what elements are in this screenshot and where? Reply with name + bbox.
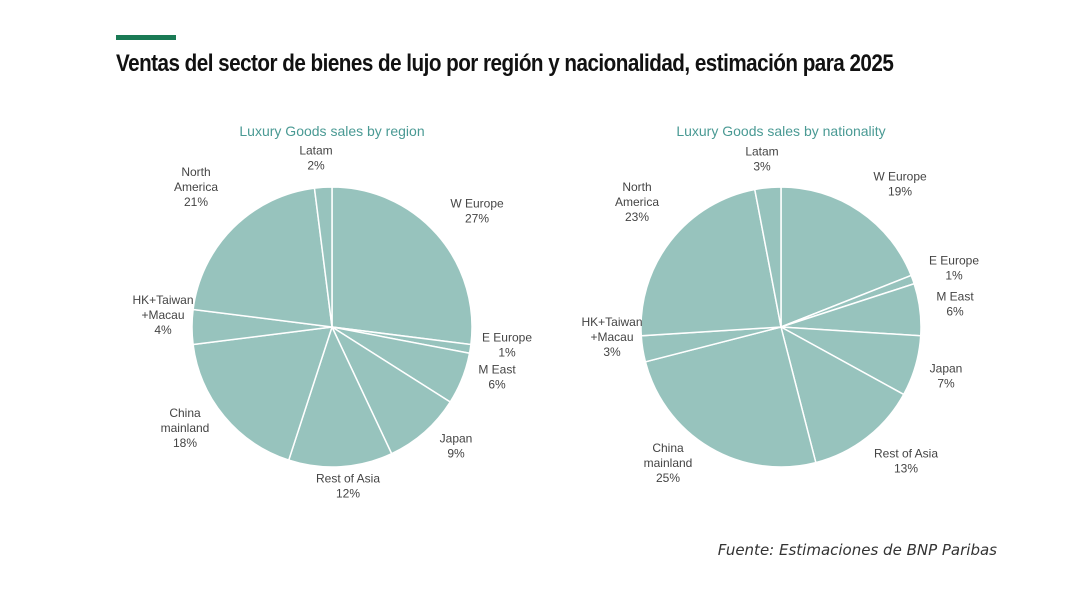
slice-label-japan: Japan 9% [440,432,473,461]
slice-label-w-europe: W Europe 19% [873,170,927,199]
pie-slice-japan [330,324,452,455]
slice-label-latam: Latam 3% [745,145,778,174]
slice-label-hk-taiwan-macau: HK+Taiwan +Macau 4% [132,293,193,337]
chart-title: Luxury Goods sales by region [239,123,424,139]
chart-title: Luxury Goods sales by nationality [676,123,885,139]
accent-bar [116,35,176,40]
slice-label-japan: Japan 7% [930,362,963,391]
pie-slice-w-europe [331,186,473,346]
slice-label-e-europe: E Europe 1% [929,254,979,283]
slice-label-china-mainland: China mainland 25% [644,441,693,485]
pie-slice-china-mainland [192,326,334,462]
pie-chart-nationality: Luxury Goods sales by nationality W Europ… [581,123,979,485]
pie-slice-latam [313,186,333,328]
headline: Ventas del sector de bienes de lujo por … [116,50,894,77]
pie-chart-region: Luxury Goods sales by region W Europe 27% E… [132,123,532,501]
pie-slice-latam [753,186,782,328]
slice-label-w-europe: W Europe 27% [450,197,504,226]
slice-label-rest-of-asia: Rest of Asia 13% [874,447,938,476]
slice-label-e-europe: E Europe 1% [482,331,532,360]
pie-slice-china-mainland [644,326,817,468]
pie-slice-rest-of-asia [779,325,905,464]
slice-label-rest-of-asia: Rest of Asia 12% [316,472,380,501]
slice-label-north-america: North America 23% [615,180,659,224]
pie-slice-rest-of-asia [287,324,393,468]
slice-label-m-east: M East 6% [478,363,516,392]
pie-slice-w-europe [780,186,913,329]
slice-label-m-east: M East 6% [936,290,974,319]
slice-label-latam: Latam 2% [299,144,332,173]
pie-slice-north-america [192,187,333,328]
slice-label-north-america: North America 21% [174,165,218,209]
slice-label-china-mainland: China mainland 18% [161,406,210,450]
slice-label-hk-taiwan-macau: HK+Taiwan +Macau 3% [581,315,642,359]
source-note: Fuente: Estimaciones de BNP Paribas [717,541,997,559]
pie-slice-north-america [640,188,782,337]
